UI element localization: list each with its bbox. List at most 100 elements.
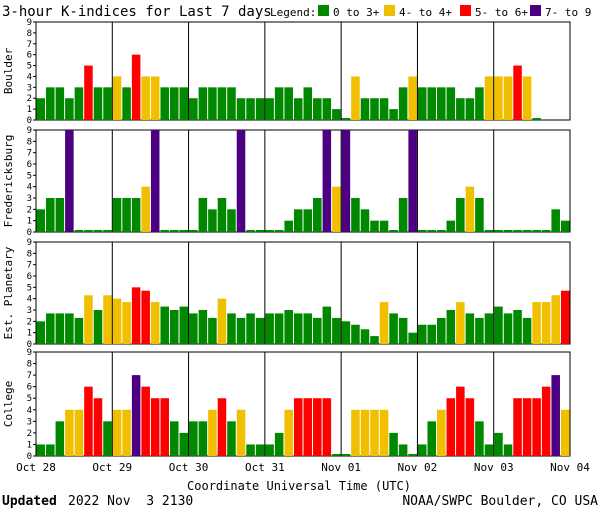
bar [332,454,341,456]
bar [446,87,456,120]
y-tick-label: 3 [27,83,32,93]
bar [36,98,46,120]
bar [255,317,265,344]
bar [427,324,436,344]
bar [227,209,236,232]
y-tick-label: 4 [27,406,32,416]
bar [303,313,313,344]
bar [417,444,427,456]
bar [236,317,246,344]
bar [379,98,389,120]
bar [389,432,398,456]
bar [122,302,131,344]
panels: 0123456789Boulder0123456789Fredericksbur… [2,18,571,462]
bar [84,230,93,232]
bar [475,198,484,232]
x-tick-label: Oct 29 [92,461,132,474]
bar [274,432,284,456]
bar [313,317,322,344]
bar [351,198,360,232]
bar [131,287,141,344]
bar [208,209,217,232]
updated-label: Updated [2,494,57,509]
bar [170,421,179,456]
bar [332,186,341,232]
bar [217,87,227,120]
bar [398,317,408,344]
bar [65,130,74,232]
bar [513,398,522,456]
bar [189,313,198,344]
bar [484,230,494,232]
bar [360,98,370,120]
bar [427,230,436,232]
bar [522,76,532,120]
bar [227,313,236,344]
bar [74,409,84,456]
bar [370,409,379,456]
bar [265,444,274,456]
bar [379,409,389,456]
bar [303,209,313,232]
bar [284,220,293,232]
bar [541,230,551,232]
bar [170,310,179,344]
bar [551,295,560,344]
panel-frame [35,241,571,345]
bar [503,444,513,456]
bar [532,398,541,456]
bar [475,421,484,456]
y-tick-label: 7 [27,149,32,159]
bar [360,329,370,344]
bar [112,298,122,344]
bar [189,230,198,232]
bar [503,76,513,120]
bar [522,398,532,456]
bar [284,87,293,120]
bar [36,209,46,232]
y-tick-label: 8 [27,249,32,259]
bar [236,130,246,232]
bar [437,87,446,120]
bar [484,76,494,120]
bar [170,230,179,232]
bar [265,98,274,120]
bar [503,313,513,344]
bar [341,118,351,120]
y-tick-label: 7 [27,371,32,381]
bar [141,290,150,344]
y-tick-label: 3 [27,417,32,427]
bar [351,324,360,344]
x-tick-label: Nov 04 [550,461,590,474]
bar [189,421,198,456]
bar [398,198,408,232]
bar [122,87,131,120]
bar [198,421,208,456]
bar [456,302,465,344]
bar [122,198,131,232]
bar [217,298,227,344]
bar [246,444,255,456]
bar [532,230,541,232]
bar [494,230,503,232]
bar [303,87,313,120]
bar [74,87,84,120]
bar [398,444,408,456]
bar [351,409,360,456]
x-tick-label: Oct 30 [169,461,209,474]
bar [208,409,217,456]
panel-label: Boulder [2,47,15,94]
bar [313,98,322,120]
bar [303,398,313,456]
panel-frame [35,129,571,233]
bar [208,87,217,120]
bar [370,98,379,120]
bar [65,409,74,456]
bar [379,220,389,232]
bar [484,444,494,456]
bar [255,98,265,120]
bar [322,398,332,456]
y-tick-label: 2 [27,317,32,327]
